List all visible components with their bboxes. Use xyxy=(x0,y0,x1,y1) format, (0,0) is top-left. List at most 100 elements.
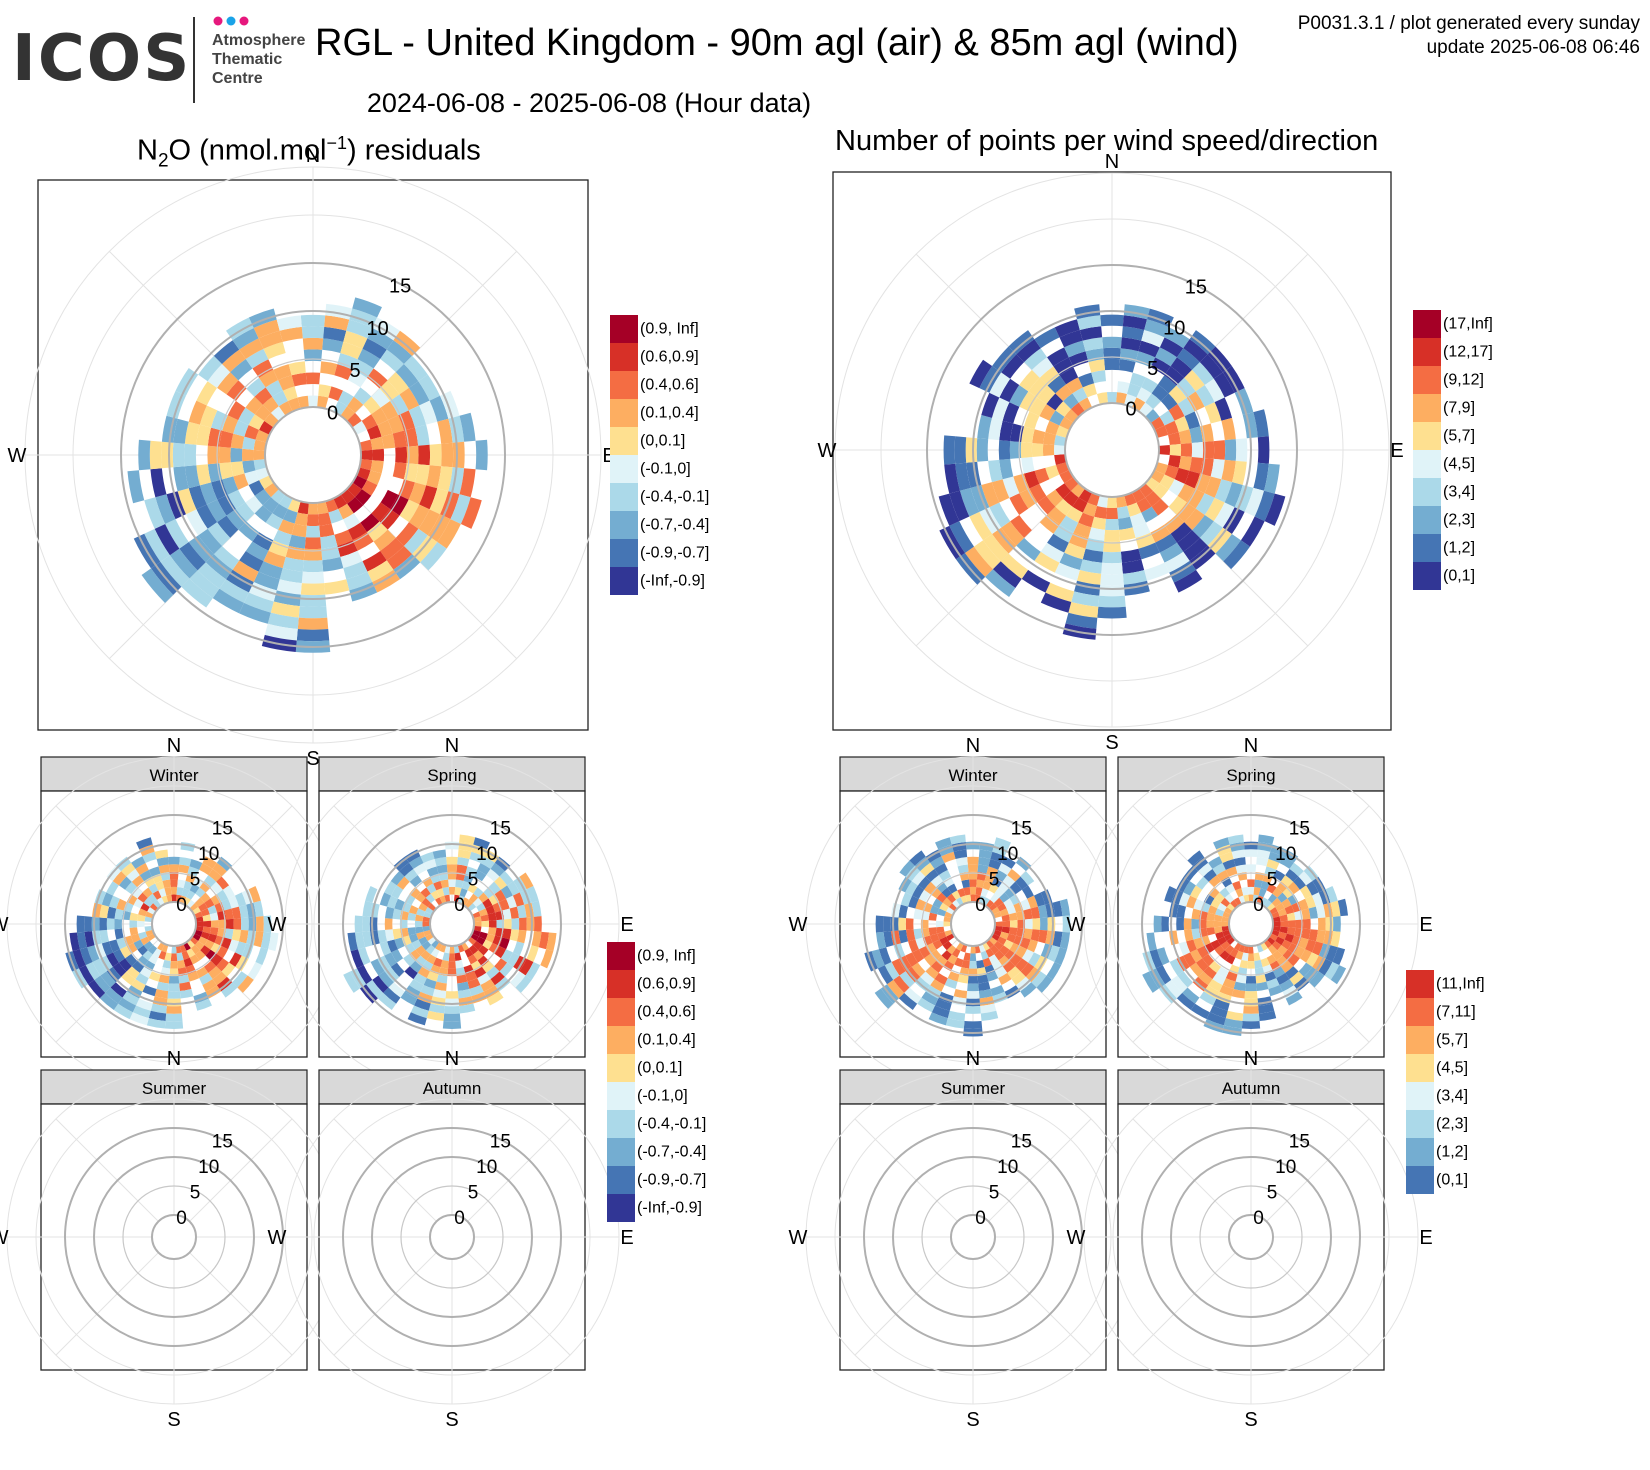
wind-season-spring-rose-cell xyxy=(1191,918,1200,930)
n2o-rose-cell xyxy=(270,601,300,618)
n2o-season-spring-rose-cell xyxy=(515,975,532,993)
wind-season-spring-rose-cell xyxy=(1299,949,1312,963)
wind-season-spring-rose-cell xyxy=(1286,927,1296,936)
n2o-season-spring-rose-cell xyxy=(436,974,448,984)
n2o-rose-cell xyxy=(362,550,387,572)
n2o-season-winter-rose-cell xyxy=(212,971,227,986)
n2o-rose-cell xyxy=(217,494,236,516)
n2o-rose-cell xyxy=(198,528,223,555)
n2o-season-winter-rose-cell xyxy=(189,859,203,870)
wind-season-winter-rose-cell xyxy=(990,984,1005,997)
wind-season-winter-rose-cell xyxy=(952,899,961,909)
wind-rose-cell xyxy=(1164,465,1179,480)
wind-rose-cell xyxy=(1000,553,1029,579)
wind-season-winter-rose-cell xyxy=(1020,937,1031,950)
wind-season-winter-rose-cell xyxy=(989,944,1000,955)
wind-season-winter-rose-cell xyxy=(1037,904,1048,919)
wind-season-winter-rose-cell xyxy=(969,886,977,895)
n2o-rose-cell xyxy=(196,424,211,446)
n2o-season-spring-rose-cell xyxy=(416,931,426,940)
n2o-rose-cell xyxy=(318,512,332,526)
wind-season-spring-rose-cell xyxy=(1284,905,1295,915)
wind-season-spring-rose-cell xyxy=(1243,998,1259,1007)
wind-season-winter-rose-cell xyxy=(898,992,918,1010)
n2o-rose-cell xyxy=(340,550,363,569)
wind-season-winter-rose-cell xyxy=(967,864,979,873)
wind-rose-cell xyxy=(1135,532,1156,549)
wind-season-autumn-rose-tick-10: 10 xyxy=(1275,1157,1296,1178)
wind-season-winter-rose-cell xyxy=(957,864,969,874)
n2o-season-spring-rose-cell xyxy=(499,898,510,911)
n2o-legend-label: (-0.4,-0.1] xyxy=(640,488,709,505)
n2o-rose-cell xyxy=(328,508,344,524)
wind-season-spring-rose-cell xyxy=(1221,925,1230,932)
wind-season-spring-rose-cell xyxy=(1193,898,1204,911)
n2o-legend-swatch xyxy=(610,539,638,567)
wind-season-spring-rose-cell xyxy=(1291,901,1302,913)
wind-legend-swatch xyxy=(1413,366,1441,394)
wind-season-winter-rose-cell xyxy=(986,971,999,982)
n2o-rose-cell xyxy=(227,401,246,421)
wind-rose-cell xyxy=(1010,514,1032,538)
n2o-legend-label: (-0.9,-0.7] xyxy=(640,544,709,561)
wind-season-summer-rose-tick-15: 15 xyxy=(1011,1131,1032,1152)
n2o-season-winter-rose-cell xyxy=(156,981,169,991)
wind-season-winter-rose-cell xyxy=(1006,905,1017,915)
wind-rose-cell xyxy=(1013,473,1030,494)
n2o-rose-cell xyxy=(321,545,341,561)
wind-season-winter-rose-tick-15: 15 xyxy=(1011,818,1032,839)
n2o-rose-cell xyxy=(253,449,266,461)
wind-season-spring-rose-cell xyxy=(1279,914,1288,922)
wind-season-spring-rose-cell xyxy=(1258,1003,1275,1014)
wind-rose-cell xyxy=(1104,358,1120,371)
n2o-season-spring-rose-cell xyxy=(486,868,500,882)
n2o-rose-cell xyxy=(359,459,373,471)
n2o-rose-cell xyxy=(395,364,419,388)
n2o-season-winter-rose-cell xyxy=(158,950,167,960)
wind-rose-cell xyxy=(1082,502,1097,517)
n2o-season-winter-rose-tick-10: 10 xyxy=(198,844,219,865)
n2o-season-spring-rose-cell xyxy=(516,904,527,919)
wind-season-winter-rose-cell xyxy=(984,873,996,884)
wind-season-spring-rose-cell xyxy=(1187,850,1204,866)
n2o-season-winter-rose-cell xyxy=(84,931,95,948)
n2o-rose-cell xyxy=(185,509,208,536)
wind-season-spring-rose-cell xyxy=(1268,851,1283,864)
wind-season-spring-rose-cell xyxy=(1214,926,1223,934)
wind-season-winter-rose-cell xyxy=(918,889,931,902)
wind-rose-cell xyxy=(1023,470,1040,489)
n2o-rose-cell xyxy=(452,441,465,469)
n2o-rose-cell xyxy=(239,338,264,360)
wind-season-winter-rose-cell xyxy=(1023,908,1033,920)
n2o-legend-swatch xyxy=(610,483,638,511)
wind-season-winter-rose-cell xyxy=(943,921,952,927)
wind-season-winter-rose-cell xyxy=(1001,856,1016,869)
wind-season-spring-rose-cell xyxy=(1311,941,1324,956)
n2o-season-summer-rose-label-n: N xyxy=(167,1048,181,1070)
wind-rose-cell xyxy=(1119,348,1139,362)
wind-season-legend-label: (2,3] xyxy=(1436,1115,1468,1132)
wind-rose-cell xyxy=(1154,425,1169,438)
wind-season-spring-rose-cell xyxy=(1142,971,1159,993)
n2o-season-winter-rose-cell xyxy=(186,948,196,958)
n2o-rose-cell xyxy=(179,542,206,571)
n2o-season-winter-rose-ring-15 xyxy=(64,814,284,1034)
n2o-rose-cell xyxy=(419,400,438,425)
n2o-season-summer-rose-ring-0 xyxy=(151,1214,197,1260)
wind-season-spring-rose-cell xyxy=(1285,966,1299,980)
n2o-rose-cell xyxy=(245,495,263,514)
wind-season-spring-rose-cell xyxy=(1260,957,1270,968)
wind-season-winter-rose-cell xyxy=(999,892,1010,903)
wind-rose-cell xyxy=(1029,483,1047,503)
wind-rose-cell xyxy=(1054,454,1067,466)
wind-season-winter-rose-cell xyxy=(954,957,964,968)
wind-season-spring-rose-cell xyxy=(1222,929,1232,937)
n2o-season-winter-rose-cell xyxy=(253,900,264,917)
n2o-season-spring-rose-cell xyxy=(461,942,469,951)
wind-rose-cell xyxy=(959,487,980,517)
n2o-season-winter-rose-cell xyxy=(170,886,178,895)
n2o-season-winter-rose-cell xyxy=(106,881,119,896)
n2o-season-winter-rose-cell xyxy=(126,894,138,906)
plot-meta: P0031.3.1 / plot generated every sunday … xyxy=(1298,12,1640,60)
wind-rose-cell xyxy=(1020,442,1033,458)
